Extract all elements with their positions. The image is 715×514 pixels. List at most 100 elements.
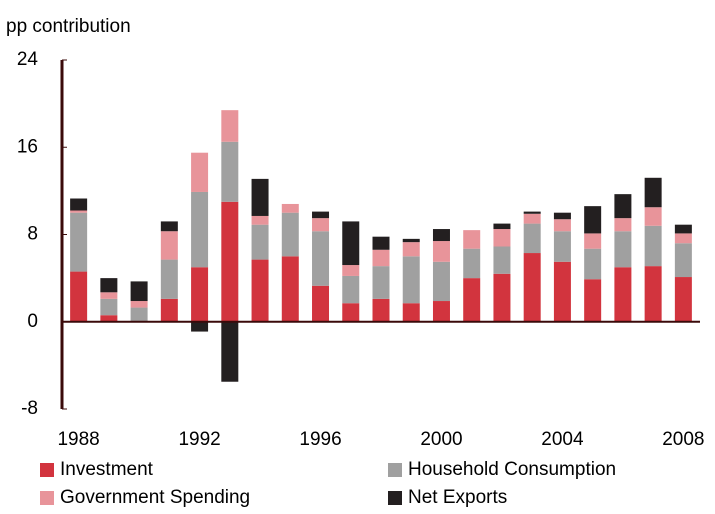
bar-segment: [372, 236, 390, 250]
bar-segment: [70, 212, 88, 272]
chart-title: pp contribution: [6, 16, 131, 37]
bar-segment: [402, 303, 420, 322]
bar-segment: [614, 231, 632, 268]
bar-segment: [553, 219, 571, 232]
bar-segment: [614, 194, 632, 219]
bar-segment: [553, 212, 571, 220]
bar-segment: [130, 301, 148, 308]
bar-segment: [70, 210, 88, 213]
bar-segment: [160, 259, 178, 299]
bar-segment: [221, 201, 239, 322]
bar-segment: [251, 224, 269, 260]
bar-segment: [281, 212, 299, 257]
legend-swatch: [40, 463, 54, 477]
bar-segment: [523, 211, 541, 214]
legend-label: Net Exports: [408, 487, 507, 508]
bar-segment: [191, 191, 209, 268]
bar-segment: [674, 233, 692, 244]
bar-segment: [432, 301, 450, 322]
bar-segment: [312, 231, 330, 286]
bar-segment: [644, 207, 662, 226]
y-tick-label: 8: [27, 224, 38, 245]
bar-segment: [493, 246, 511, 274]
bar-segment: [100, 292, 118, 299]
bar-segment: [191, 267, 209, 322]
bar-segment: [372, 266, 390, 299]
bar-segment: [402, 242, 420, 257]
bar-segment: [584, 206, 602, 234]
bar-segment: [342, 265, 360, 276]
bar-segment: [221, 141, 239, 202]
bar-segment: [70, 271, 88, 322]
bar-segment: [493, 273, 511, 322]
legend-swatch: [388, 491, 402, 505]
bar-segment: [644, 266, 662, 322]
legend-label: Household Consumption: [408, 459, 616, 480]
bar-segment: [281, 203, 299, 213]
bar-segment: [674, 243, 692, 278]
bar-segment: [281, 256, 299, 322]
bar-segment: [674, 224, 692, 234]
bar-segment: [70, 198, 88, 211]
bar-segment: [493, 229, 511, 247]
bar-segment: [312, 211, 330, 219]
bar-segment: [372, 298, 390, 322]
bar-segment: [463, 278, 481, 322]
bar-segment: [553, 231, 571, 262]
bar-segment: [584, 279, 602, 322]
bar-segment: [130, 281, 148, 302]
bar-segment: [342, 275, 360, 304]
legend-swatch: [40, 491, 54, 505]
bar-segment: [523, 253, 541, 322]
bar-segment: [221, 321, 239, 382]
bar-segment: [342, 221, 360, 266]
bar-segment: [160, 221, 178, 232]
bar-segment: [432, 261, 450, 302]
bar-segment: [251, 259, 269, 322]
bar-segment: [312, 285, 330, 322]
bar-segment: [251, 178, 269, 216]
bar-segment: [160, 298, 178, 322]
bar-segment: [100, 278, 118, 293]
bar-segment: [372, 249, 390, 267]
bar-segment: [584, 233, 602, 249]
bar-segment: [493, 223, 511, 230]
bar-segment: [432, 241, 450, 262]
legend-label: Government Spending: [60, 487, 250, 508]
bar-segment: [191, 321, 209, 332]
bar-segment: [553, 261, 571, 322]
y-tick-label: 24: [17, 49, 39, 70]
bar-segment: [463, 230, 481, 249]
bar-segment: [523, 213, 541, 224]
x-tick-label: 1992: [178, 429, 220, 450]
bar-segment: [402, 238, 420, 243]
bar-segment: [674, 277, 692, 322]
bar-segment: [100, 298, 118, 316]
x-tick-label: 2000: [420, 429, 462, 450]
y-tick-label: 16: [17, 136, 38, 157]
bar-segment: [130, 307, 148, 322]
y-tick-label: 0: [27, 311, 38, 332]
bar-segment: [191, 152, 209, 192]
x-tick-label: 1988: [57, 429, 99, 450]
x-tick-label: 1996: [299, 429, 341, 450]
bar-segment: [432, 229, 450, 242]
bar-segment: [614, 267, 632, 322]
bar-segment: [644, 225, 662, 267]
bar-segment: [100, 315, 118, 322]
bar-segment: [584, 248, 602, 280]
bar-segment: [160, 231, 178, 260]
bar-segment: [463, 248, 481, 279]
bar-segment: [342, 303, 360, 322]
bar-segment: [312, 218, 330, 232]
bar-segment: [221, 110, 239, 142]
y-tick-label: -8: [21, 398, 38, 419]
bar-segment: [614, 218, 632, 232]
x-tick-label: 2008: [662, 429, 704, 450]
legend-label: Investment: [60, 459, 154, 480]
legend-swatch: [388, 463, 402, 477]
bar-segment: [251, 215, 269, 225]
bar-segment: [644, 177, 662, 208]
